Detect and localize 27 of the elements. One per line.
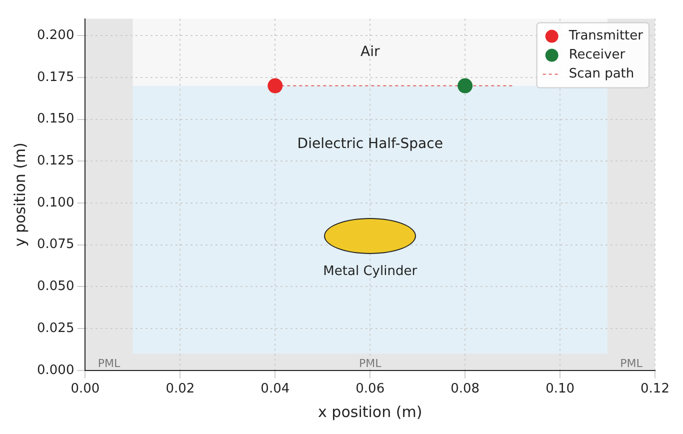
x-tick-label: 0.02 <box>166 382 195 397</box>
band-label: PML <box>358 356 382 370</box>
x-tick-label: 0.12 <box>640 382 670 397</box>
x-tick-label: 0.10 <box>546 382 575 397</box>
legend-label: Receiver <box>568 48 626 63</box>
y-tick-label: 0.025 <box>37 320 74 336</box>
y-tick-label: 0.050 <box>37 279 74 294</box>
legend-label: Transmitter <box>568 28 644 44</box>
y-tick-label: 0.150 <box>37 112 74 127</box>
annotation: Dielectric Half-Space <box>297 136 443 152</box>
y-tick-label: 0.075 <box>37 237 74 252</box>
legend-label: Scan path <box>568 66 634 82</box>
y-tick-label: 0.000 <box>37 362 74 378</box>
y-tick-label: 0.200 <box>37 28 74 43</box>
x-tick-label: 0.06 <box>356 382 385 397</box>
band-label: Air <box>360 44 380 60</box>
y-tick-label: 0.175 <box>37 70 74 85</box>
band-label: PML <box>620 356 644 370</box>
x-axis-title: x position (m) <box>318 402 422 421</box>
annotation: Metal Cylinder <box>323 264 418 279</box>
band-label: PML <box>98 356 121 370</box>
y-tick-label: 0.125 <box>37 153 74 168</box>
y-tick-label: 0.100 <box>37 195 74 210</box>
x-tick-label: 0.04 <box>260 382 290 397</box>
y-axis-title: y position (m) <box>10 142 29 247</box>
x-tick-label: 0.00 <box>70 382 100 397</box>
x-tick-label: 0.08 <box>450 382 480 397</box>
